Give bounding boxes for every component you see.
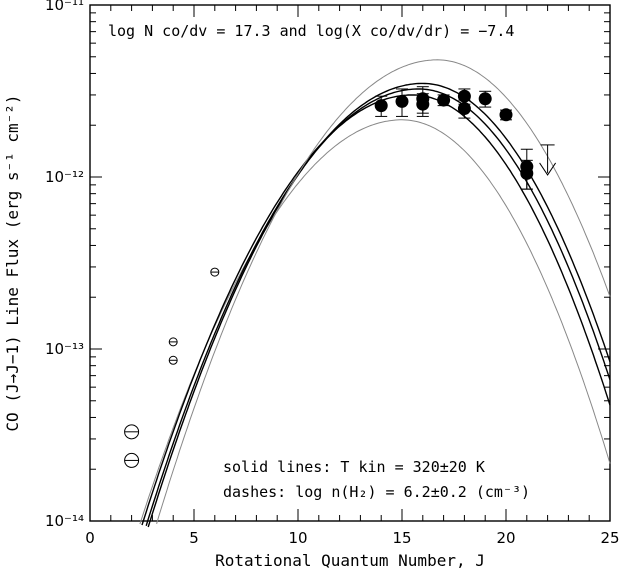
x-tick-label: 25 xyxy=(600,529,619,547)
data-point xyxy=(416,97,430,111)
annotation-top: log N co/dv = 17.3 and log(X co/dv/dr) =… xyxy=(108,22,514,40)
plot-frame xyxy=(89,4,611,522)
data-point xyxy=(520,166,534,180)
model-curve xyxy=(147,82,611,528)
x-tick-label: 15 xyxy=(392,529,411,547)
data-point xyxy=(374,99,388,113)
data-point xyxy=(395,94,409,108)
data-point xyxy=(457,89,471,103)
model-curves xyxy=(139,59,611,528)
y-axis-label: CO (J→J−1) Line Flux (erg s⁻¹ cm⁻²) xyxy=(3,94,22,431)
data-point xyxy=(457,102,471,116)
model-curve xyxy=(156,59,611,524)
data-point xyxy=(478,92,492,106)
y-tick-label: 10⁻¹¹ xyxy=(45,0,84,14)
annotation-solid: solid lines: T kin = 320±20 K xyxy=(223,458,485,476)
x-tick-label: 0 xyxy=(85,529,95,547)
y-tick-label: 10⁻¹³ xyxy=(45,340,84,358)
y-tick-label: 10⁻¹² xyxy=(45,168,84,186)
data-point xyxy=(437,93,451,107)
model-curve xyxy=(139,119,611,525)
data-point xyxy=(499,108,513,122)
x-axis-label: Rotational Quantum Number, J xyxy=(215,551,485,570)
annotation-dash: dashes: log n(H₂) = 6.2±0.2 (cm⁻³) xyxy=(223,483,530,501)
x-tick-label: 5 xyxy=(189,529,199,547)
model-curve xyxy=(145,88,611,527)
data-points xyxy=(124,86,557,468)
x-tick-label: 10 xyxy=(288,529,307,547)
y-tick-label: 10⁻¹⁴ xyxy=(45,512,84,530)
upper-limit-arrow xyxy=(539,162,557,176)
x-tick-label: 20 xyxy=(496,529,515,547)
